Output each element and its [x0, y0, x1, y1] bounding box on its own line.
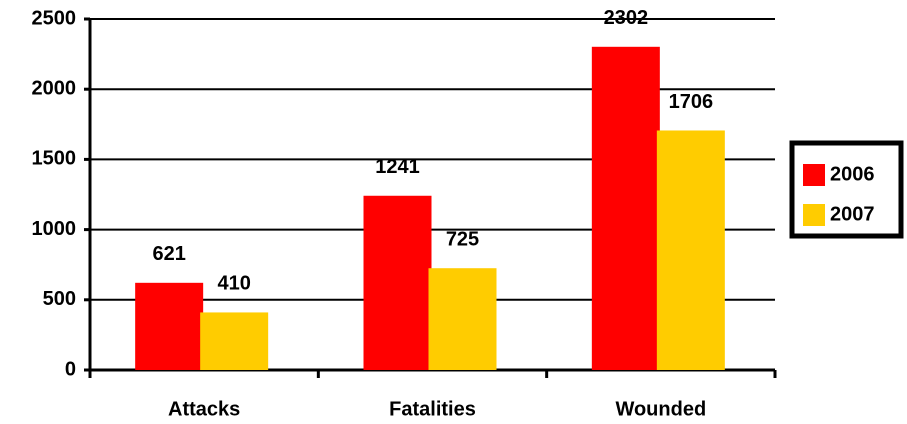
data-label: 2302 [604, 7, 649, 29]
legend-swatch [803, 164, 825, 186]
bar [656, 130, 725, 370]
x-tick-label: Attacks [168, 398, 240, 420]
y-tick-label: 1500 [32, 148, 77, 170]
x-tick-label: Wounded [615, 398, 706, 420]
y-tick-label: 2000 [32, 77, 77, 99]
data-label: 1706 [669, 91, 714, 113]
bar [428, 268, 497, 370]
bar [363, 195, 432, 370]
y-tick-label: 1000 [32, 218, 77, 240]
y-tick-label: 2500 [32, 7, 77, 29]
legend-label: 2007 [830, 203, 875, 225]
data-label: 1241 [375, 156, 420, 178]
bar [200, 312, 269, 370]
y-tick-label: 0 [65, 358, 76, 380]
data-label: 621 [152, 243, 185, 265]
legend-label: 2006 [830, 163, 875, 185]
data-label: 410 [217, 273, 250, 295]
legend-swatch [803, 204, 825, 226]
bar [591, 46, 660, 371]
data-label: 725 [446, 228, 479, 250]
y-tick-label: 500 [43, 288, 76, 310]
x-tick-label: Fatalities [389, 398, 476, 420]
bar [135, 282, 204, 370]
